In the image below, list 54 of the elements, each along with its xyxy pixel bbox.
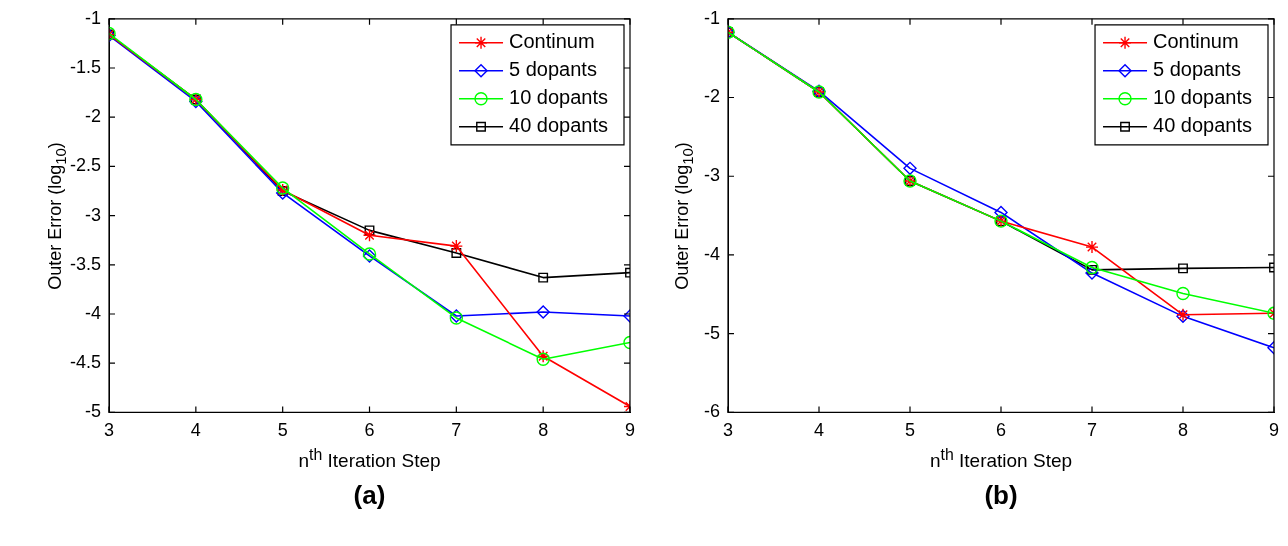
y-tick-label: -5 bbox=[85, 401, 102, 422]
point bbox=[364, 225, 375, 236]
legend-label: 5 dopants bbox=[1153, 58, 1241, 81]
x-tick-label: 3 bbox=[104, 420, 115, 441]
x-axis-title: n$^{th}$ Iteration Step bbox=[298, 446, 441, 473]
x-tick-label: 8 bbox=[538, 420, 549, 441]
point bbox=[1085, 260, 1099, 275]
x-tick-label: 5 bbox=[277, 420, 288, 441]
y-tick-label: -2 bbox=[703, 86, 720, 107]
y-tick-label: -5 bbox=[703, 322, 720, 343]
x-tick-label: 6 bbox=[995, 420, 1007, 441]
point bbox=[449, 239, 464, 253]
legend-label: 5 dopants bbox=[509, 58, 597, 81]
y-tick-label: -4.5 bbox=[69, 352, 102, 373]
point bbox=[903, 161, 917, 176]
x-tick-label: 7 bbox=[1086, 420, 1098, 441]
legend-label: 40 dopants bbox=[509, 114, 609, 137]
legend-label: 40 dopants bbox=[1153, 114, 1253, 137]
text: (b) bbox=[984, 480, 1018, 512]
legend-label: 10 dopants bbox=[1153, 86, 1253, 109]
y-tick-label: -6 bbox=[703, 401, 720, 422]
point bbox=[1176, 286, 1190, 301]
x-tick-label: 8 bbox=[1177, 420, 1189, 441]
legend-label: 10 dopants bbox=[509, 86, 609, 109]
y-tick-label: -3 bbox=[85, 204, 102, 225]
y-tick-label: -1 bbox=[703, 7, 720, 28]
y-tick-label: -3.5 bbox=[69, 253, 102, 274]
point bbox=[362, 228, 377, 242]
y-tick-label: -4 bbox=[85, 302, 102, 323]
point bbox=[1085, 240, 1099, 254]
y-tick-label: -2 bbox=[85, 106, 102, 127]
y-tick-label: -4 bbox=[703, 243, 720, 264]
text: (a) bbox=[353, 480, 386, 512]
point bbox=[1178, 263, 1188, 274]
x-tick-label: 5 bbox=[905, 420, 916, 441]
x-axis-title: n$^{th}$ Iteration Step bbox=[929, 446, 1073, 473]
x-tick-label: 9 bbox=[1268, 420, 1280, 441]
legend-label: Continum bbox=[509, 30, 595, 53]
legend-label: Continum bbox=[1153, 30, 1239, 53]
x-tick-label: 6 bbox=[364, 420, 375, 441]
point bbox=[536, 305, 550, 319]
y-tick-label: -2.5 bbox=[69, 155, 102, 176]
x-tick-label: 9 bbox=[624, 420, 636, 441]
point bbox=[451, 248, 462, 258]
y-tick-label: -1 bbox=[85, 7, 102, 28]
y-tick-label: -3 bbox=[703, 165, 720, 186]
y-tick-label: -1.5 bbox=[69, 56, 102, 77]
x-tick-label: 7 bbox=[451, 420, 462, 441]
point bbox=[538, 272, 549, 283]
x-tick-label: 4 bbox=[814, 420, 825, 441]
point bbox=[994, 205, 1008, 220]
x-tick-label: 4 bbox=[190, 420, 201, 441]
point bbox=[1085, 266, 1099, 280]
x-tick-label: 3 bbox=[723, 420, 734, 441]
